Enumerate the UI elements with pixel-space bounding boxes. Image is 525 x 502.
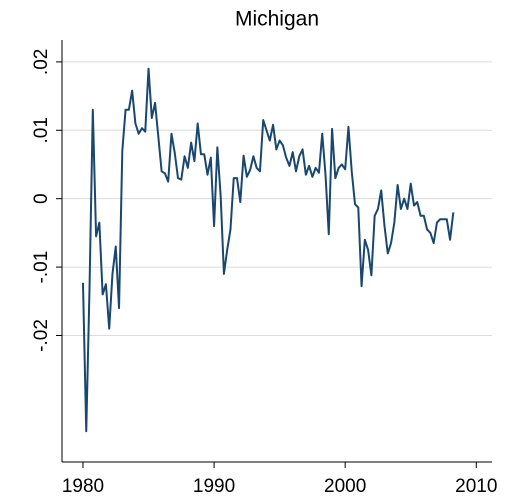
x-tick-label: 1980	[62, 476, 104, 497]
x-tick-label: 1990	[193, 476, 235, 497]
y-tick-label: -.02	[31, 319, 52, 352]
y-tick-label: .02	[31, 49, 52, 75]
y-tick-label: .01	[31, 117, 52, 143]
chart-title: Michigan	[235, 8, 319, 31]
data-line	[81, 67, 455, 433]
x-tick-label: 2010	[455, 476, 497, 497]
y-tick-label: 0	[31, 193, 52, 204]
y-tick-label: -.01	[31, 251, 52, 284]
x-tick-label: 2000	[324, 476, 366, 497]
